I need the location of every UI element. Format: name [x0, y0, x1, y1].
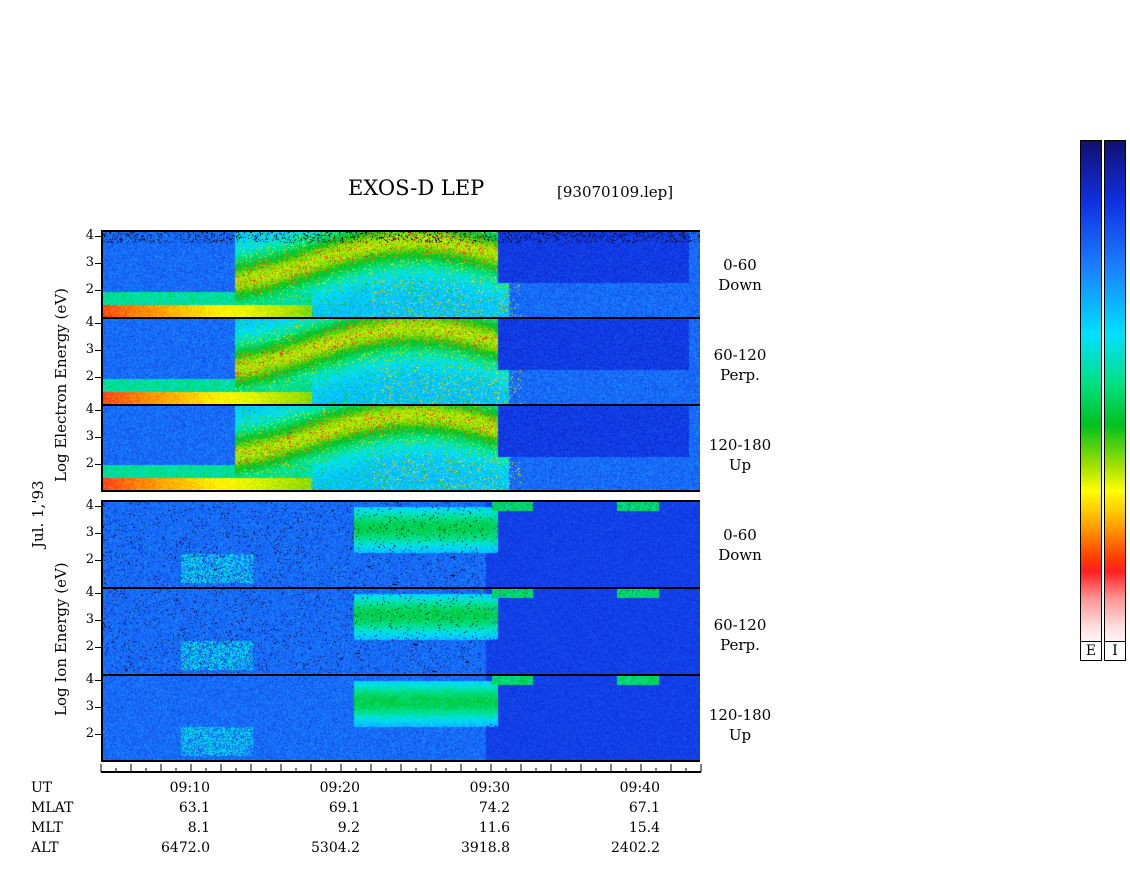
ion-perp-panel	[101, 587, 700, 676]
y-tick-mark	[95, 263, 101, 264]
orbit-value: 67.1	[628, 800, 660, 816]
y-tick-mark	[95, 410, 101, 411]
y-tick-label: 2	[85, 369, 94, 384]
y-tick-mark	[95, 593, 101, 594]
time-axis	[100, 764, 702, 773]
orbit-row-label: MLAT	[31, 800, 74, 816]
orbit-value: 74.2	[478, 800, 510, 816]
ion-down-spectrogram	[103, 502, 700, 587]
y-tick-label: 2	[85, 639, 94, 654]
orbit-value: 6472.0	[161, 840, 210, 856]
y-tick-mark	[95, 350, 101, 351]
ion-colorbar	[1104, 140, 1126, 649]
y-tick-mark	[95, 734, 101, 735]
y-tick-mark	[95, 620, 101, 621]
orbit-value: 5304.2	[311, 840, 360, 856]
y-tick-label: 4	[85, 402, 94, 417]
chart-title: EXOS-D LEP	[348, 176, 485, 200]
orbit-value: 2402.2	[611, 840, 660, 856]
ion-down-panel	[101, 500, 700, 589]
y-tick-label: 2	[85, 552, 94, 567]
electron-axis-label: Log Electron Energy (eV)	[52, 288, 70, 482]
panel-label-ion-perp: 60-120 Perp.	[713, 616, 767, 654]
y-tick-label: 3	[85, 429, 94, 444]
orbit-value: 11.6	[478, 820, 510, 836]
y-tick-mark	[95, 236, 101, 237]
y-tick-label: 3	[85, 699, 94, 714]
orbit-value: 09:20	[319, 780, 360, 796]
y-tick-label: 2	[85, 282, 94, 297]
orbit-value: 63.1	[178, 800, 210, 816]
y-tick-mark	[95, 647, 101, 648]
y-tick-label: 2	[85, 726, 94, 741]
ion-perp-spectrogram	[103, 589, 700, 674]
ion-axis-label: Log Ion Energy (eV)	[52, 562, 70, 716]
y-tick-mark	[95, 290, 101, 291]
y-tick-label: 3	[85, 525, 94, 540]
orbit-value: 09:40	[619, 780, 660, 796]
electron-up-panel	[101, 404, 700, 492]
electron-colorbar-label: E	[1080, 641, 1102, 661]
time-axis-ticks	[100, 764, 702, 772]
electron-perp-spectrogram	[103, 319, 700, 404]
y-tick-mark	[95, 437, 101, 438]
y-tick-label: 4	[85, 228, 94, 243]
panel-label-electron-perp: 60-120 Perp.	[713, 346, 767, 384]
y-tick-mark	[95, 377, 101, 378]
orbit-value: 3918.8	[461, 840, 510, 856]
y-tick-mark	[95, 323, 101, 324]
orbit-value: 09:10	[169, 780, 210, 796]
y-tick-mark	[95, 680, 101, 681]
ion-up-panel	[101, 674, 700, 762]
orbit-row-label: ALT	[31, 840, 59, 856]
y-tick-label: 3	[85, 342, 94, 357]
y-tick-label: 3	[85, 612, 94, 627]
file-name: [93070109.lep]	[557, 183, 674, 201]
panel-label-electron-up: 120-180 Up	[708, 436, 772, 474]
electron-colorbar	[1080, 140, 1102, 649]
y-tick-label: 2	[85, 456, 94, 471]
y-tick-label: 4	[85, 315, 94, 330]
y-tick-label: 3	[85, 255, 94, 270]
electron-perp-panel	[101, 317, 700, 406]
orbit-value: 69.1	[328, 800, 360, 816]
orbit-value: 09:30	[469, 780, 510, 796]
y-tick-mark	[95, 464, 101, 465]
orbit-row-label: UT	[31, 780, 53, 796]
y-tick-label: 4	[85, 672, 94, 687]
y-tick-mark	[95, 560, 101, 561]
panel-label-ion-up: 120-180 Up	[708, 706, 772, 744]
orbit-value: 8.1	[187, 820, 210, 836]
ion-up-spectrogram	[103, 676, 700, 760]
y-tick-mark	[95, 506, 101, 507]
orbit-value: 15.4	[628, 820, 660, 836]
panel-label-ion-down: 0-60 Down	[718, 526, 762, 564]
panel-label-electron-down: 0-60 Down	[718, 256, 762, 294]
date-label: Jul. 1,'93	[29, 480, 47, 548]
y-tick-mark	[95, 533, 101, 534]
y-tick-label: 4	[85, 498, 94, 513]
y-tick-mark	[95, 707, 101, 708]
orbit-row-label: MLT	[31, 820, 63, 836]
electron-down-panel	[101, 230, 700, 319]
electron-down-spectrogram	[103, 232, 700, 317]
y-tick-label: 4	[85, 585, 94, 600]
ion-colorbar-label: I	[1104, 641, 1126, 661]
orbit-value: 9.2	[337, 820, 360, 836]
electron-up-spectrogram	[103, 406, 700, 490]
